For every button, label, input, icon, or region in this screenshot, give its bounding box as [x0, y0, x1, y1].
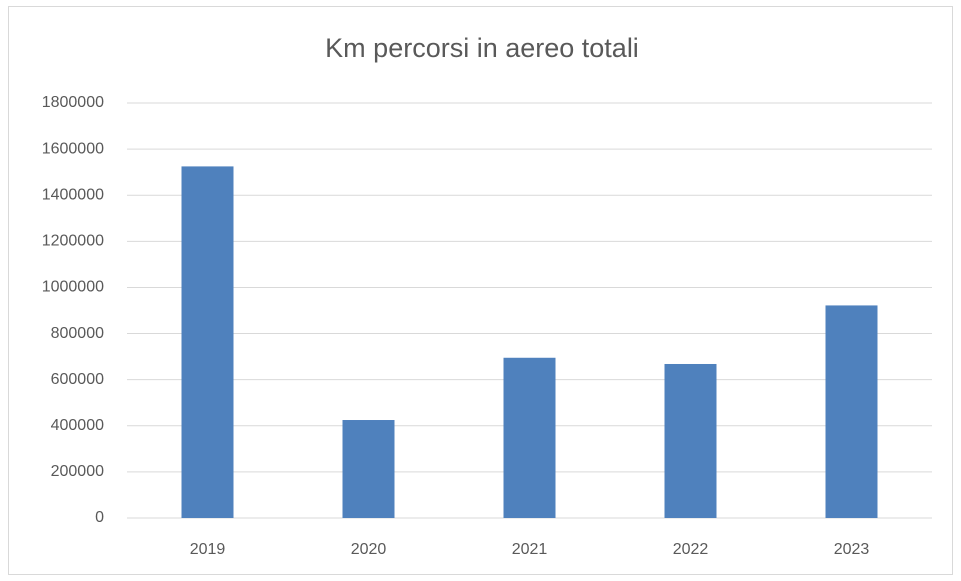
chart-frame — [8, 6, 953, 575]
y-tick-label: 800000 — [51, 325, 104, 342]
x-tick-label: 2021 — [512, 541, 548, 558]
y-tick-label: 1200000 — [42, 233, 104, 250]
x-tick-label: 2023 — [834, 541, 870, 558]
bar — [664, 363, 717, 518]
chart-title: Km percorsi in aereo totali — [325, 33, 639, 63]
y-tick-label: 1400000 — [42, 186, 104, 203]
x-tick-label: 2022 — [673, 541, 709, 558]
y-tick-label: 1000000 — [42, 279, 104, 296]
y-tick-label: 0 — [95, 509, 104, 526]
bar — [342, 420, 395, 518]
y-tick-label: 400000 — [51, 417, 104, 434]
y-tick-label: 1600000 — [42, 140, 104, 157]
x-tick-label: 2019 — [190, 541, 226, 558]
bar — [503, 357, 556, 518]
bar — [825, 305, 878, 518]
y-tick-label: 600000 — [51, 371, 104, 388]
y-tick-label: 1800000 — [42, 94, 104, 111]
y-tick-label: 200000 — [51, 463, 104, 480]
x-tick-label: 2020 — [351, 541, 387, 558]
bar — [181, 166, 234, 518]
